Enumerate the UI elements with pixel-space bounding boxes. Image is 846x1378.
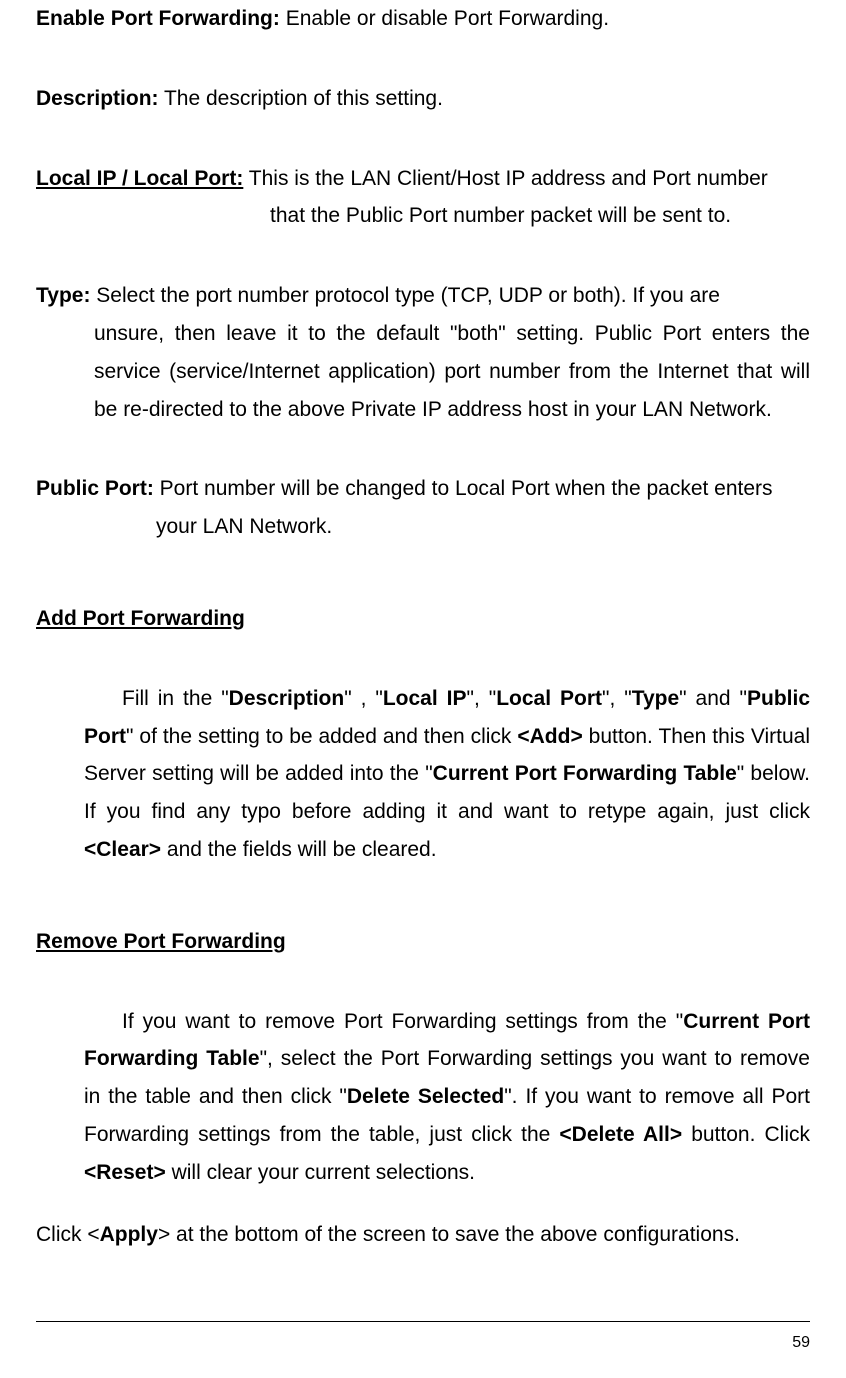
field-label: Local IP / Local Port:: [36, 167, 243, 190]
text: " , ": [344, 687, 383, 710]
field-text: The description of this setting.: [159, 87, 443, 110]
bold-text: Current Port Forwarding Table: [433, 762, 737, 785]
bold-text: Type: [632, 687, 679, 710]
text: If you want to remove Port Forwarding se…: [122, 1010, 683, 1033]
bold-text: <Add>: [517, 725, 582, 748]
bold-text: Local Port: [496, 687, 602, 710]
field-label: Description:: [36, 87, 159, 110]
field-line-1: Public Port: Port number will be changed…: [36, 470, 810, 508]
field-text: This is the LAN Client/Host IP address a…: [243, 167, 767, 190]
field-label: Public Port:: [36, 477, 154, 500]
text: Click <: [36, 1223, 100, 1246]
text: ", ": [602, 687, 632, 710]
text: " of the setting to be added and then cl…: [126, 725, 517, 748]
bold-text: <Reset>: [84, 1161, 166, 1184]
text: and the fields will be cleared.: [161, 838, 437, 861]
text: " and ": [679, 687, 747, 710]
bold-text: Delete Selected: [347, 1085, 504, 1108]
section-add-port-forwarding-body: Fill in the "Description" , "Local IP", …: [36, 680, 810, 869]
field-label: Enable Port Forwarding:: [36, 7, 280, 30]
field-public-port: Public Port: Port number will be changed…: [36, 470, 810, 546]
field-line-2: that the Public Port number packet will …: [36, 197, 810, 235]
bold-text: Description: [229, 687, 345, 710]
page-number: 59: [792, 1334, 810, 1352]
heading-remove-port-forwarding: Remove Port Forwarding: [36, 923, 810, 961]
text: will clear your current selections.: [166, 1161, 475, 1184]
field-text: Port number will be changed to Local Por…: [154, 477, 773, 500]
field-local-ip-port: Local IP / Local Port: This is the LAN C…: [36, 160, 810, 236]
field-type: Type: Select the port number protocol ty…: [36, 277, 810, 428]
text: Fill in the ": [122, 687, 229, 710]
field-enable-port-forwarding: Enable Port Forwarding: Enable or disabl…: [36, 0, 810, 38]
apply-line: Click <Apply> at the bottom of the scree…: [36, 1216, 810, 1254]
field-text: Select the port number protocol type (TC…: [90, 284, 720, 307]
field-line-1: Type: Select the port number protocol ty…: [36, 277, 810, 315]
bold-text: <Clear>: [84, 838, 161, 861]
heading-add-port-forwarding: Add Port Forwarding: [36, 600, 810, 638]
field-line-1: Local IP / Local Port: This is the LAN C…: [36, 160, 810, 198]
bold-text: Apply: [100, 1223, 158, 1246]
field-description: Description: The description of this set…: [36, 80, 810, 118]
bold-text: Local IP: [383, 687, 467, 710]
text: button. Click: [682, 1123, 810, 1146]
text: > at the bottom of the screen to save th…: [158, 1223, 740, 1246]
field-text: Enable or disable Port Forwarding.: [280, 7, 609, 30]
document-content: Enable Port Forwarding: Enable or disabl…: [36, 0, 810, 1253]
section-remove-port-forwarding-body: If you want to remove Port Forwarding se…: [36, 1003, 810, 1192]
bold-text: <Delete All>: [559, 1123, 682, 1146]
text: ", ": [466, 687, 496, 710]
field-line-2: unsure, then leave it to the default "bo…: [36, 315, 810, 428]
field-line-2: your LAN Network.: [36, 508, 810, 546]
footer-divider: [36, 1321, 810, 1322]
field-label: Type:: [36, 284, 90, 307]
